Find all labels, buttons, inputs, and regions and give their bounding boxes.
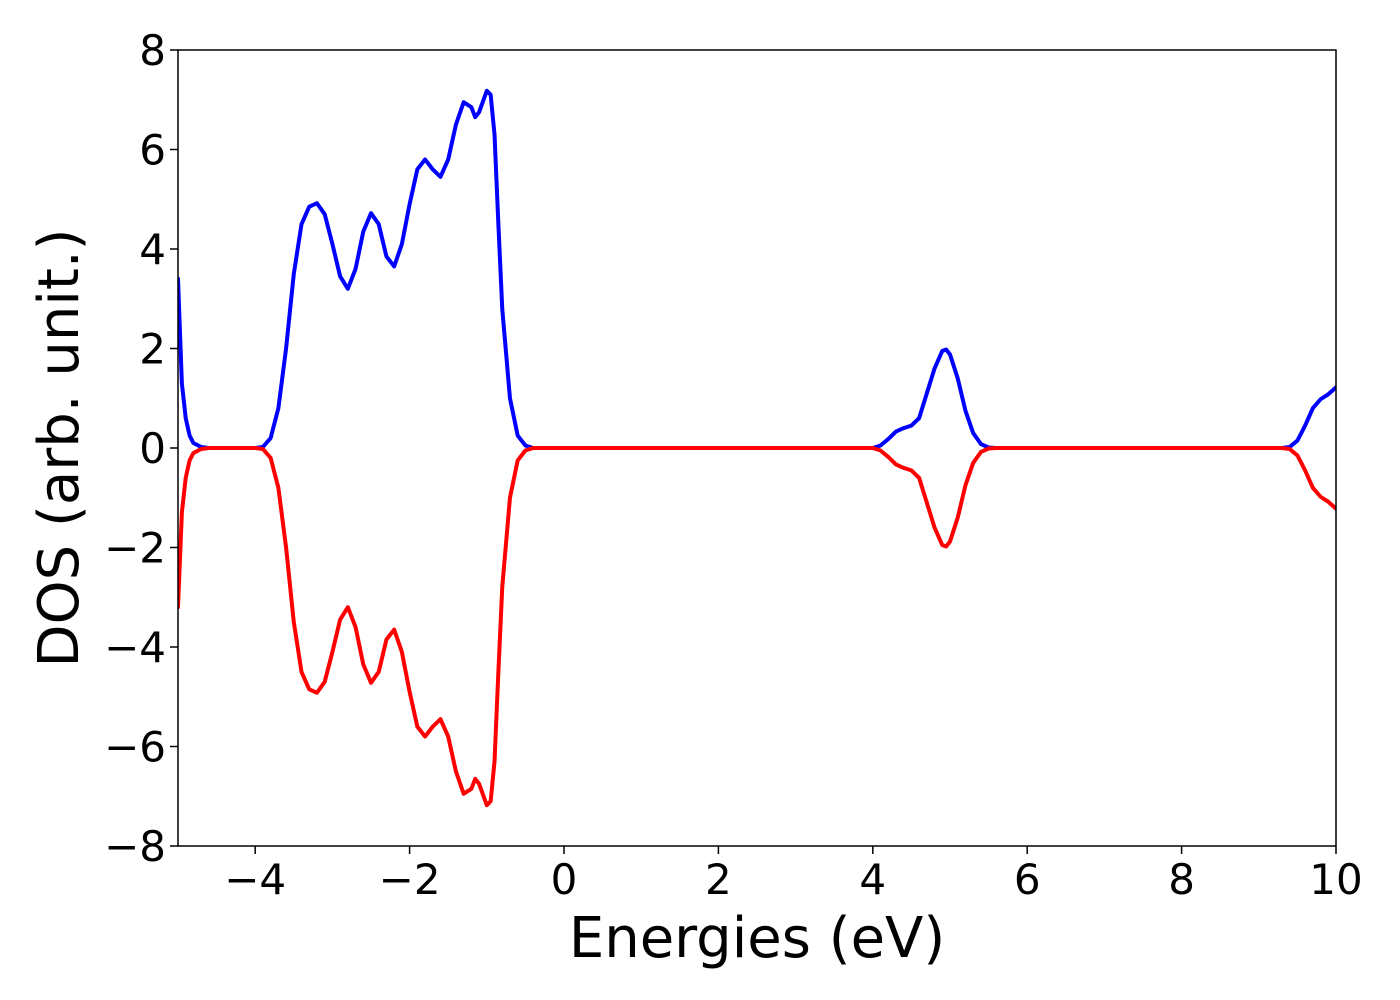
x-axis-label: Energies (eV) [569, 906, 945, 971]
y-tick-label: 8 [139, 26, 166, 75]
y-tick-label: −8 [104, 822, 166, 871]
series-line-0 [178, 88, 1336, 450]
x-tick-label: −2 [379, 855, 441, 904]
x-tick-label: 2 [705, 855, 732, 904]
x-tick-label: −4 [224, 855, 286, 904]
series-line-1 [178, 446, 1336, 808]
y-tick-label: −4 [104, 623, 166, 672]
x-tick-label: 0 [551, 855, 578, 904]
series-layer [178, 88, 1336, 808]
y-axis-ticks: −8 −6 −4 −2 0 2 4 6 8 [104, 26, 178, 871]
y-tick-label: −2 [104, 524, 166, 573]
x-tick-label: 8 [1168, 855, 1195, 904]
y-axis-label: DOS (arb. unit.) [27, 228, 92, 667]
y-tick-label: 2 [139, 325, 166, 374]
y-tick-label: 0 [139, 424, 166, 473]
y-tick-label: 6 [139, 126, 166, 175]
x-tick-label: 6 [1014, 855, 1041, 904]
y-tick-label: −6 [104, 723, 166, 772]
x-axis-ticks: −4 −2 0 2 4 6 8 10 [224, 846, 1363, 904]
x-tick-label: 10 [1309, 855, 1362, 904]
x-tick-label: 4 [859, 855, 886, 904]
y-tick-label: 4 [139, 225, 166, 274]
